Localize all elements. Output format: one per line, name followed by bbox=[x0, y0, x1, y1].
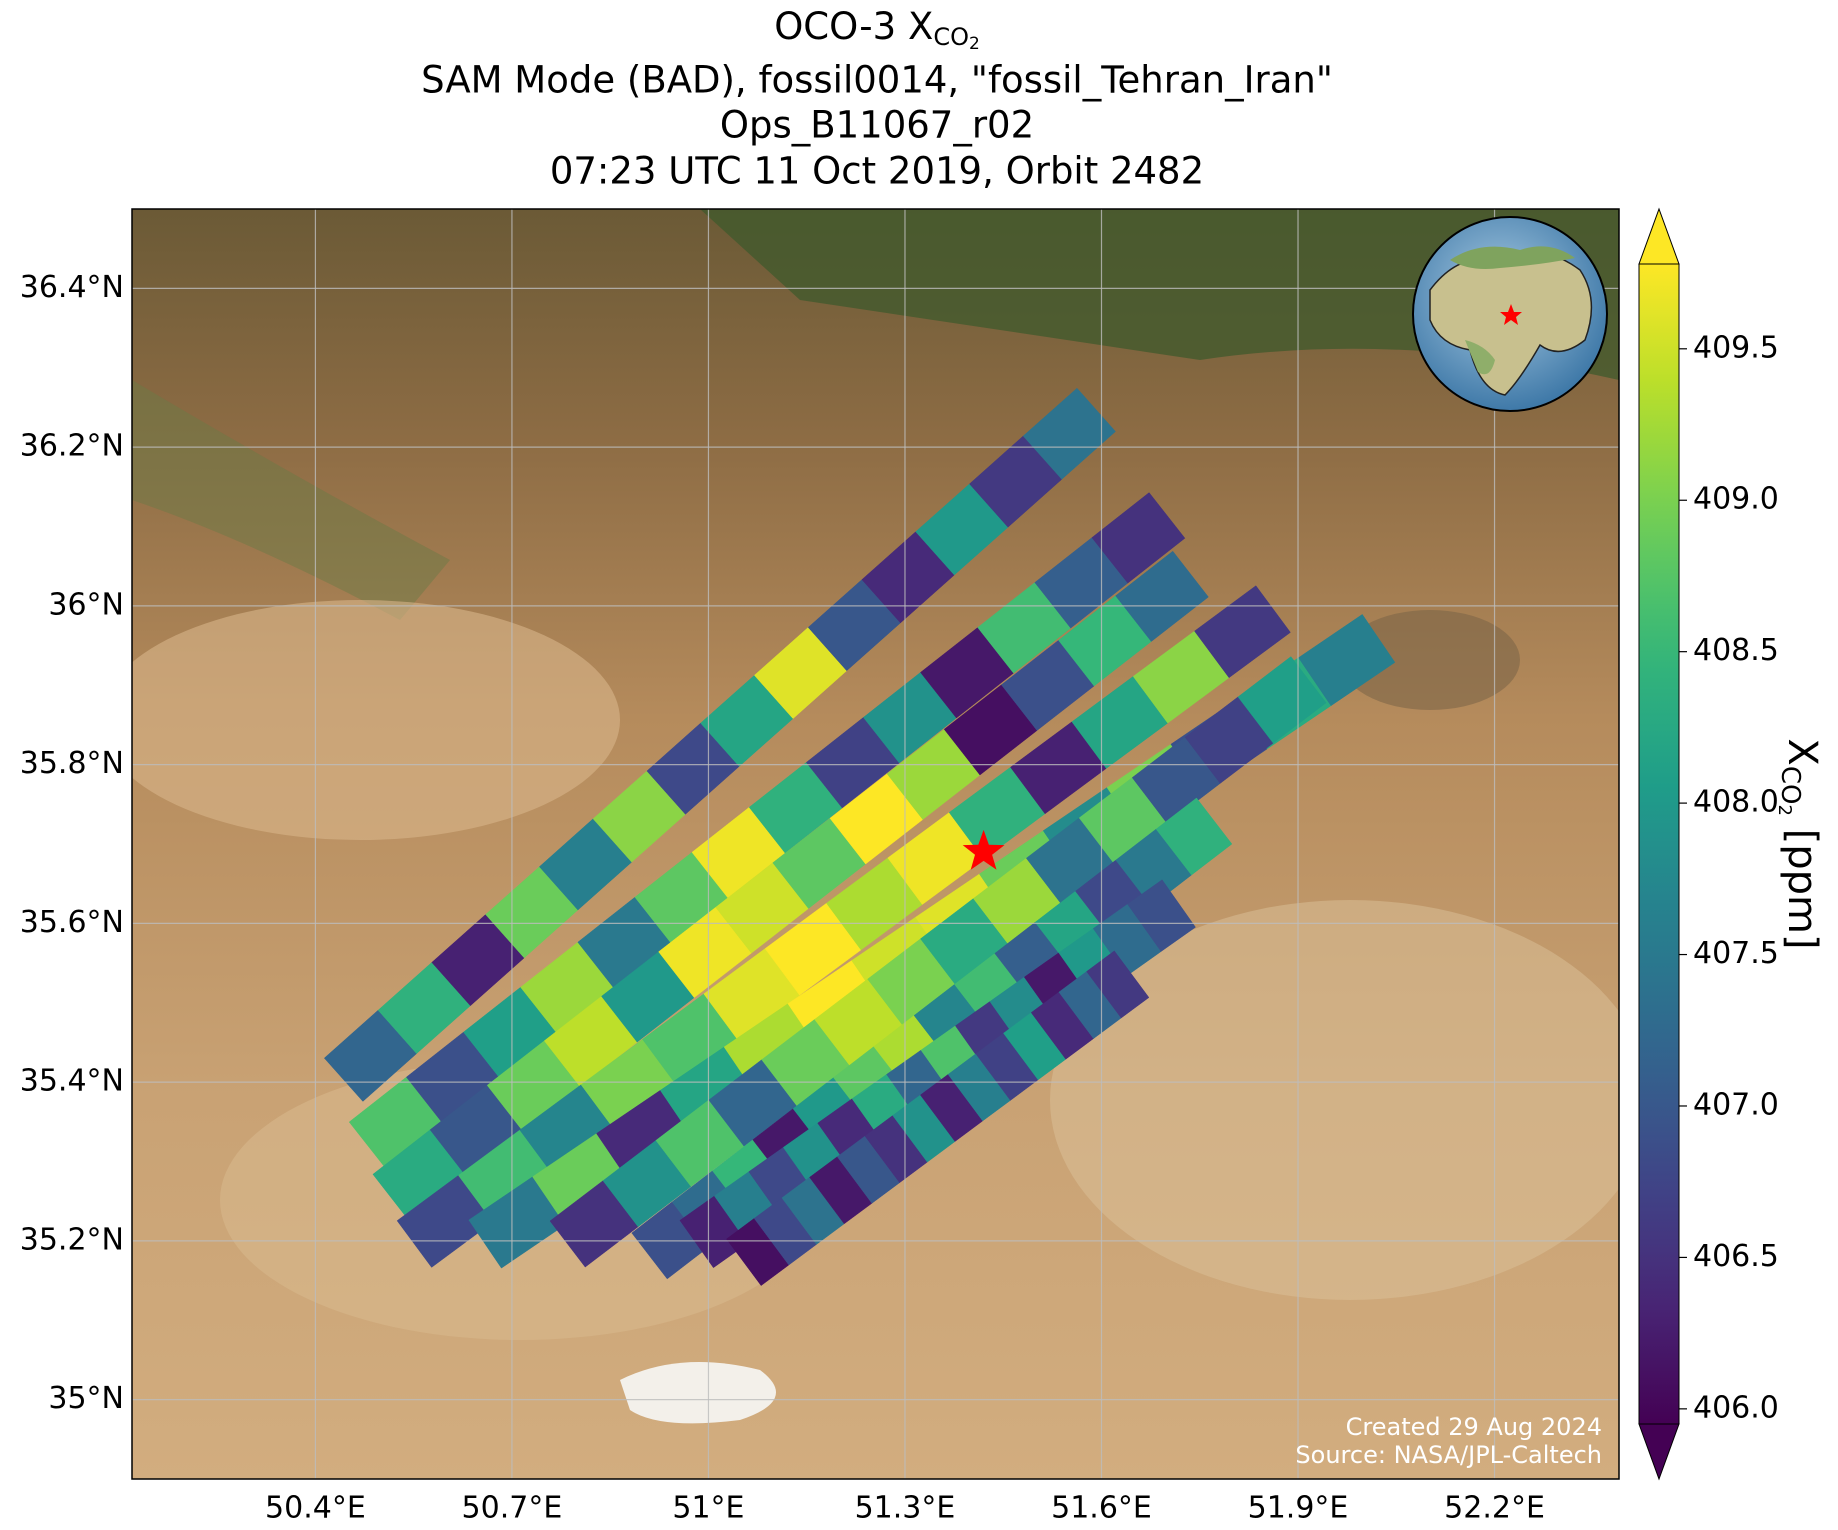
grid bbox=[132, 209, 1619, 1479]
sounding-cell bbox=[1022, 387, 1116, 480]
sounding-cell bbox=[1127, 879, 1196, 952]
target-marker bbox=[962, 829, 1005, 870]
colorbar-tick-label: 409.5 bbox=[1693, 330, 1779, 365]
cbar-symbol: X bbox=[1779, 738, 1825, 765]
chart-title: OCO-3 XCO2 bbox=[774, 5, 980, 55]
colorbar: 406.0 406.5 407.0 407.5 408.0 408.5 409.0 409.5 bbox=[1638, 207, 1779, 1481]
sounding-cell bbox=[1091, 492, 1186, 584]
colorbar-tick-label: 408.0 bbox=[1693, 785, 1779, 820]
cbar-sub: CO bbox=[1776, 766, 1806, 805]
sounding-cell bbox=[1155, 797, 1233, 876]
x-tick-label: 51.3°E bbox=[855, 1491, 956, 1526]
basemap bbox=[132, 209, 1619, 1479]
y-tick-label: 35.8°N bbox=[20, 746, 124, 781]
x-tick-label: 52.2°E bbox=[1444, 1491, 1545, 1526]
cbar-space bbox=[1779, 816, 1825, 829]
x-tick-label: 51°E bbox=[672, 1491, 744, 1526]
y-tick-label: 35.4°N bbox=[20, 1064, 124, 1099]
colorbar-tick-label: 408.5 bbox=[1693, 633, 1779, 668]
colorbar-tick-label: 407.0 bbox=[1693, 1087, 1779, 1122]
sounding-cell bbox=[1237, 656, 1327, 744]
colorbar-frame bbox=[1638, 263, 1680, 1425]
colorbar-extend bbox=[1638, 207, 1680, 265]
y-tick-label: 35°N bbox=[48, 1381, 124, 1416]
subtitle: 07:23 UTC 11 Oct 2019, Orbit 2482 bbox=[550, 150, 1204, 193]
title-main: OCO-3 X bbox=[774, 5, 933, 48]
y-tick-label: 35.6°N bbox=[20, 905, 124, 940]
colorbar-label: XCO2 [ppm] bbox=[1774, 738, 1825, 949]
credit: Created 29 Aug 2024 bbox=[1346, 1413, 1602, 1441]
cbar-unit: [ppm] bbox=[1779, 829, 1825, 950]
colorbar-extend bbox=[1638, 1423, 1680, 1481]
cbar-subsub: 2 bbox=[1774, 804, 1795, 815]
plot-frame bbox=[131, 208, 1620, 1480]
credit: Source: NASA/JPL-Caltech bbox=[1295, 1441, 1602, 1469]
y-tick-label: 36.2°N bbox=[20, 429, 124, 464]
colorbar-tick-label: 406.0 bbox=[1693, 1390, 1779, 1425]
subtitle: Ops_B11067_r02 bbox=[720, 104, 1034, 147]
sounding-cell bbox=[1086, 950, 1150, 1019]
colorbar-tick-label: 407.5 bbox=[1693, 936, 1779, 971]
sounding-cell bbox=[1115, 550, 1209, 642]
sounding-cell bbox=[1194, 585, 1291, 679]
y-tick-label: 35.2°N bbox=[20, 1222, 124, 1257]
colorbar-tick-label: 409.0 bbox=[1693, 482, 1779, 517]
title-subsub: 2 bbox=[969, 34, 980, 54]
globe-inset bbox=[1412, 216, 1608, 412]
y-tick-label: 36°N bbox=[48, 587, 124, 622]
x-tick-label: 51.9°E bbox=[1248, 1491, 1349, 1526]
x-tick-label: 51.6°E bbox=[1051, 1491, 1152, 1526]
colorbar-tick-label: 406.5 bbox=[1693, 1239, 1779, 1274]
colorbar-body bbox=[1639, 264, 1679, 1424]
x-tick-label: 50.4°E bbox=[265, 1491, 366, 1526]
overlay: 50.4°E 50.7°E 51°E 51.3°E 51.6°E 51.9°E 52.2°E… bbox=[20, 270, 1545, 1526]
subtitle: SAM Mode (BAD), fossil0014, "fossil_Tehr… bbox=[421, 59, 1333, 102]
swaths bbox=[323, 387, 1396, 1286]
y-tick-label: 36.4°N bbox=[20, 270, 124, 305]
x-tick-label: 50.7°E bbox=[462, 1491, 563, 1526]
title-sub: CO bbox=[933, 23, 969, 51]
sounding-cell bbox=[1298, 614, 1396, 707]
